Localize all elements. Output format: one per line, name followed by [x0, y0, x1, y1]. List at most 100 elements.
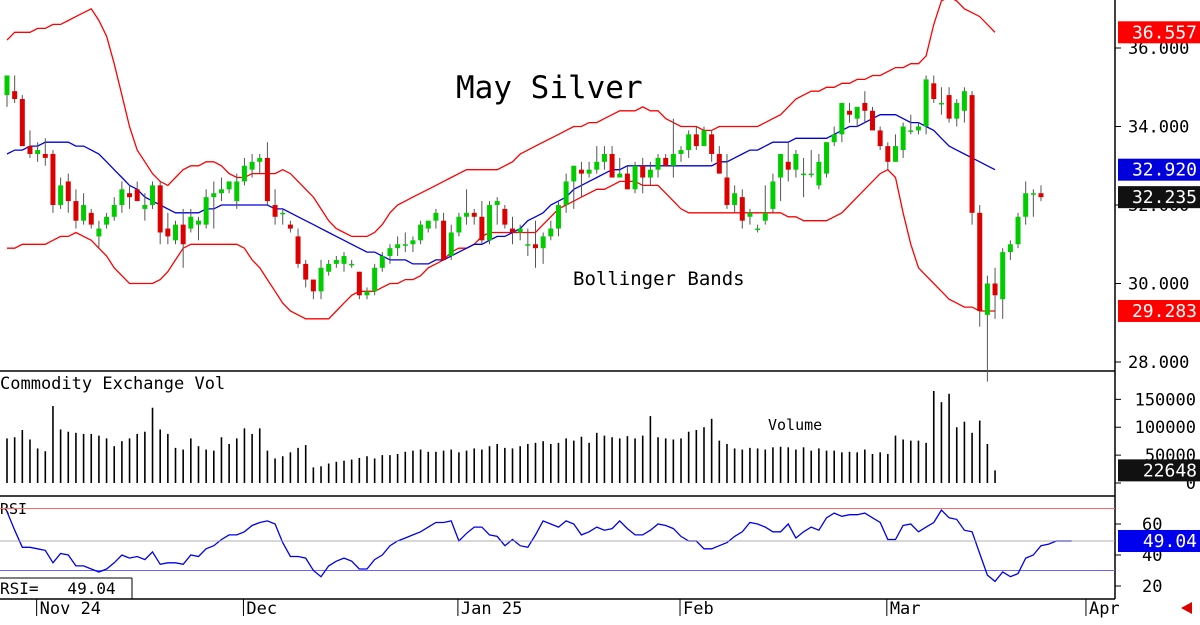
candle-down — [471, 212, 477, 217]
candle-up — [762, 212, 768, 221]
candle-up — [563, 181, 569, 205]
bb-lower-value-label-box — [1118, 299, 1200, 322]
scroll-arrow-icon[interactable] — [1181, 602, 1192, 614]
candle-up — [632, 165, 638, 190]
candle-down — [724, 177, 730, 205]
candle-up — [686, 134, 692, 151]
candle-down — [1038, 193, 1044, 198]
volume-panel-title: Commodity Exchange Vol — [0, 374, 225, 394]
bb-lower-line — [7, 168, 995, 320]
volume-annotation: Volume — [768, 416, 822, 434]
candle-up — [218, 189, 224, 194]
candle-down — [12, 91, 18, 100]
candle-up — [824, 142, 830, 174]
candle-up — [755, 228, 761, 231]
bb-middle-value-label-box — [1118, 158, 1200, 181]
candle-up — [540, 236, 546, 249]
candle-up — [425, 220, 431, 229]
candle-up — [379, 256, 385, 268]
candle-down — [578, 169, 584, 174]
bb-upper-value-label: 36.557 — [1132, 22, 1197, 43]
bollinger-bands — [6, 0, 996, 320]
candle-up — [333, 259, 339, 264]
candle-down — [609, 153, 615, 178]
candle-up — [808, 173, 814, 176]
x-axis-label: Feb — [683, 599, 714, 619]
candle-down — [532, 244, 538, 249]
candle-up — [892, 146, 898, 162]
price-tick-label: 28.000 — [1128, 353, 1189, 373]
candle-up — [517, 228, 523, 233]
candle-down — [180, 224, 186, 245]
candle-up — [555, 205, 561, 229]
candle-up — [586, 169, 592, 174]
candle-up — [601, 153, 607, 162]
candle-up — [96, 228, 102, 237]
candle-up — [456, 216, 462, 233]
candle-down — [310, 279, 316, 292]
bb-middle-line — [6, 114, 996, 265]
rsi-value-label-box — [1118, 529, 1200, 552]
bb-upper-value-label-box — [1118, 21, 1200, 44]
x-axis-label: Dec — [246, 599, 277, 619]
last-price-label: 32.235 — [1132, 187, 1197, 208]
candle-up — [908, 130, 914, 132]
candle-up — [647, 169, 653, 178]
candle-down — [640, 165, 646, 178]
candle-up — [747, 212, 753, 217]
candle-up — [280, 212, 286, 215]
candle-down — [287, 224, 293, 229]
candle-up — [173, 224, 179, 241]
candle-up — [433, 212, 439, 221]
candle-up — [494, 201, 500, 205]
candle-down — [977, 212, 983, 311]
candle-up — [241, 165, 247, 182]
candle-up — [954, 102, 960, 119]
candle-up — [655, 157, 661, 170]
candle-up — [938, 102, 944, 105]
candle-up — [900, 126, 906, 151]
candle-up — [4, 75, 10, 96]
candle-up — [984, 283, 990, 315]
candle-up — [1007, 244, 1013, 253]
bb-middle-value-label: 32.920 — [1132, 160, 1197, 181]
volume-tick-label: 150000 — [1135, 390, 1196, 410]
price-labels: 36.557 32.920 32.235 29.283 22648 49.04 — [1118, 21, 1200, 552]
candle-down — [27, 146, 33, 154]
candle-down — [785, 161, 791, 170]
candle-up — [203, 197, 209, 225]
candle-up — [816, 161, 822, 186]
candle-down — [992, 283, 998, 296]
candle-down — [877, 130, 883, 147]
candle-down — [134, 189, 140, 202]
candle-up — [701, 130, 707, 147]
candle-up — [464, 212, 470, 217]
volume-tick-label: 0 — [1186, 474, 1196, 494]
candle-up — [234, 181, 240, 202]
candle-down — [510, 228, 516, 233]
candle-down — [847, 110, 853, 115]
candle-up — [104, 216, 110, 225]
x-axis-label: Nov 24 — [40, 599, 101, 619]
candle-up — [257, 157, 263, 162]
candle-down — [73, 201, 79, 221]
volume-bars — [6, 391, 996, 483]
candle-up — [1023, 193, 1029, 217]
candle-up — [35, 150, 41, 154]
candle-down — [624, 173, 630, 190]
candle-down — [50, 153, 56, 205]
price-tick-label: 36.000 — [1128, 39, 1189, 59]
candle-down — [127, 193, 133, 198]
volume-tick-label: 100000 — [1135, 418, 1196, 438]
x-axis: Nov 24 Dec Jan 25 Feb Mar Apr — [36, 599, 1120, 619]
candle-down — [946, 95, 952, 119]
rsi-value-label: 49.04 — [1143, 531, 1197, 552]
candle-up — [410, 240, 416, 245]
candle-down — [931, 83, 937, 100]
candle-up — [326, 263, 332, 272]
candle-up — [364, 291, 370, 296]
candle-up — [1000, 252, 1006, 300]
candle-up — [487, 205, 493, 241]
